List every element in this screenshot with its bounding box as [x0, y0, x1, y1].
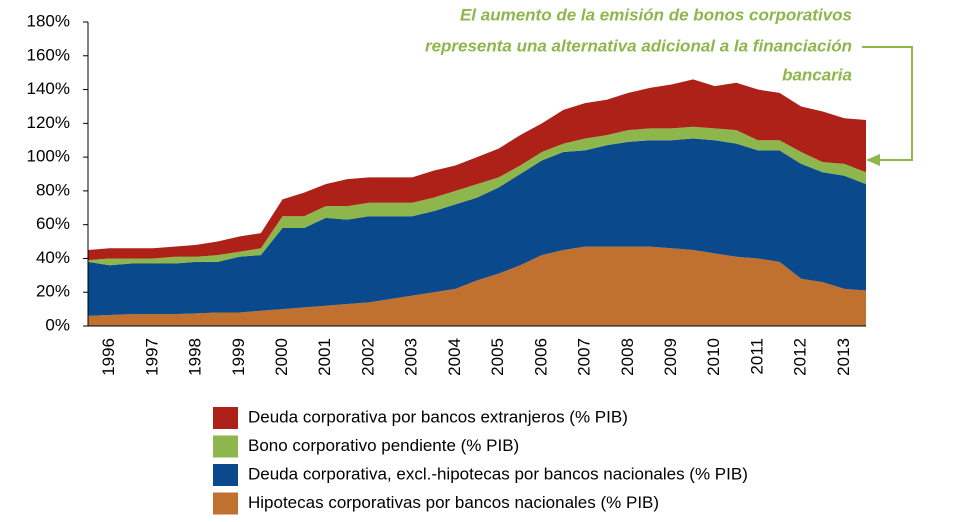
x-tick-label: 2003 [402, 338, 421, 376]
legend-swatch [213, 492, 238, 515]
arrow-head [866, 154, 880, 166]
area [88, 246, 866, 326]
legend-swatch [213, 407, 238, 429]
legend-label: Deuda corporativa por bancos extranjeros… [248, 407, 628, 426]
y-tick-label: 180% [27, 11, 70, 30]
annotation: El aumento de la emisión de bonos corpor… [460, 5, 852, 24]
y-tick-label: 120% [27, 113, 70, 132]
legend-label: Hipotecas corporativas por bancos nacion… [248, 493, 659, 512]
area [88, 138, 866, 316]
x-tick-label: 1997 [142, 338, 161, 376]
y-tick-label: 0% [45, 315, 70, 334]
x-tick-label: 2001 [315, 338, 334, 376]
x-tick-label: 2002 [358, 338, 377, 376]
y-tick-label: 20% [36, 282, 70, 301]
y-tick-label: 100% [27, 147, 70, 166]
x-tick-label: 1996 [99, 338, 118, 376]
annotation: representa una alternativa adicional a l… [425, 36, 852, 55]
x-tick-label: 2012 [791, 338, 810, 376]
x-tick-label: 2005 [488, 338, 507, 376]
area [88, 79, 866, 261]
x-tick-label: 2000 [272, 338, 291, 376]
x-tick-label: 2007 [575, 338, 594, 376]
x-tick-label: 2011 [747, 338, 766, 375]
x-tick-label: 2006 [531, 338, 550, 376]
x-tick-label: 2013 [834, 338, 853, 376]
area [88, 126, 866, 266]
legend-swatch [213, 435, 238, 458]
y-tick-label: 140% [27, 79, 70, 98]
x-tick-label: 2008 [618, 338, 637, 376]
y-tick-label: 160% [27, 45, 70, 64]
annotation: bancaria [782, 65, 852, 84]
x-tick-label: 1999 [229, 338, 248, 376]
y-tick-label: 80% [36, 180, 70, 199]
legend-label: Deuda corporativa, excl.-hipotecas por b… [248, 464, 748, 483]
x-tick-label: 2010 [704, 338, 723, 376]
legend-swatch [213, 464, 238, 486]
legend-label: Bono corporativo pendiente (% PIB) [248, 436, 519, 455]
y-tick-label: 40% [36, 248, 70, 267]
x-tick-label: 1998 [186, 338, 205, 376]
y-tick-label: 60% [36, 214, 70, 233]
x-tick-label: 2004 [445, 338, 464, 376]
x-tick-label: 2009 [661, 338, 680, 376]
annotation-arrow [862, 46, 913, 161]
